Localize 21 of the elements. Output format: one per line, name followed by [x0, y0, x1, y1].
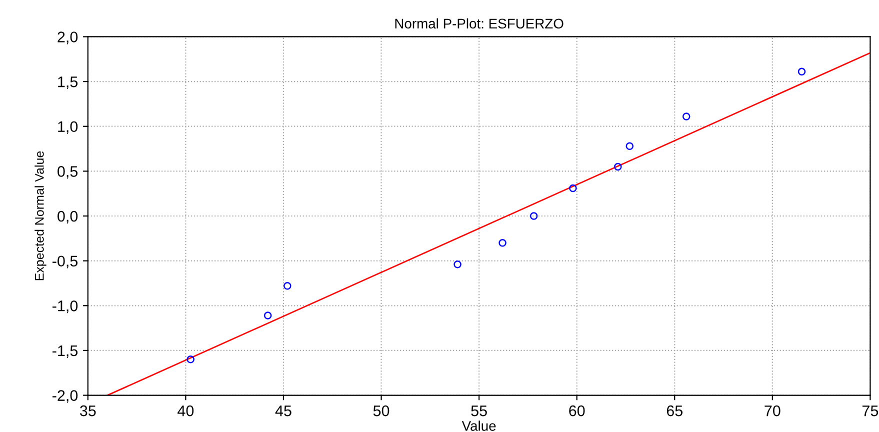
x-tick-label: 65: [666, 405, 682, 416]
x-tick-label: 35: [80, 405, 96, 416]
y-tick-label: -2,0: [52, 390, 78, 403]
y-tick-label: 0,0: [58, 210, 78, 224]
y-tick-label: -1,0: [52, 300, 78, 314]
x-tick-label: 45: [275, 406, 292, 416]
chart-title: Normal P-Plot: ESFUERZO: [395, 18, 564, 29]
x-tick-label: 55: [471, 406, 487, 416]
y-tick-label: 1,0: [58, 121, 78, 134]
x-axis-title: Value: [462, 420, 496, 431]
y-tick-label: 1,5: [58, 76, 78, 90]
y-axis-title: Expected Normal Value: [34, 151, 46, 280]
x-tick-label: 50: [373, 405, 390, 416]
x-tick-label: 70: [764, 405, 780, 416]
y-tick-label: -0,5: [52, 256, 78, 268]
x-tick-label: 75: [862, 406, 878, 416]
y-tick-label: -1,5: [52, 345, 78, 358]
x-tick-label: 40: [178, 405, 194, 416]
y-tick-label: 0,5: [58, 166, 78, 179]
y-tick-label: 2,0: [58, 32, 78, 44]
x-tick-label: 60: [569, 405, 585, 416]
